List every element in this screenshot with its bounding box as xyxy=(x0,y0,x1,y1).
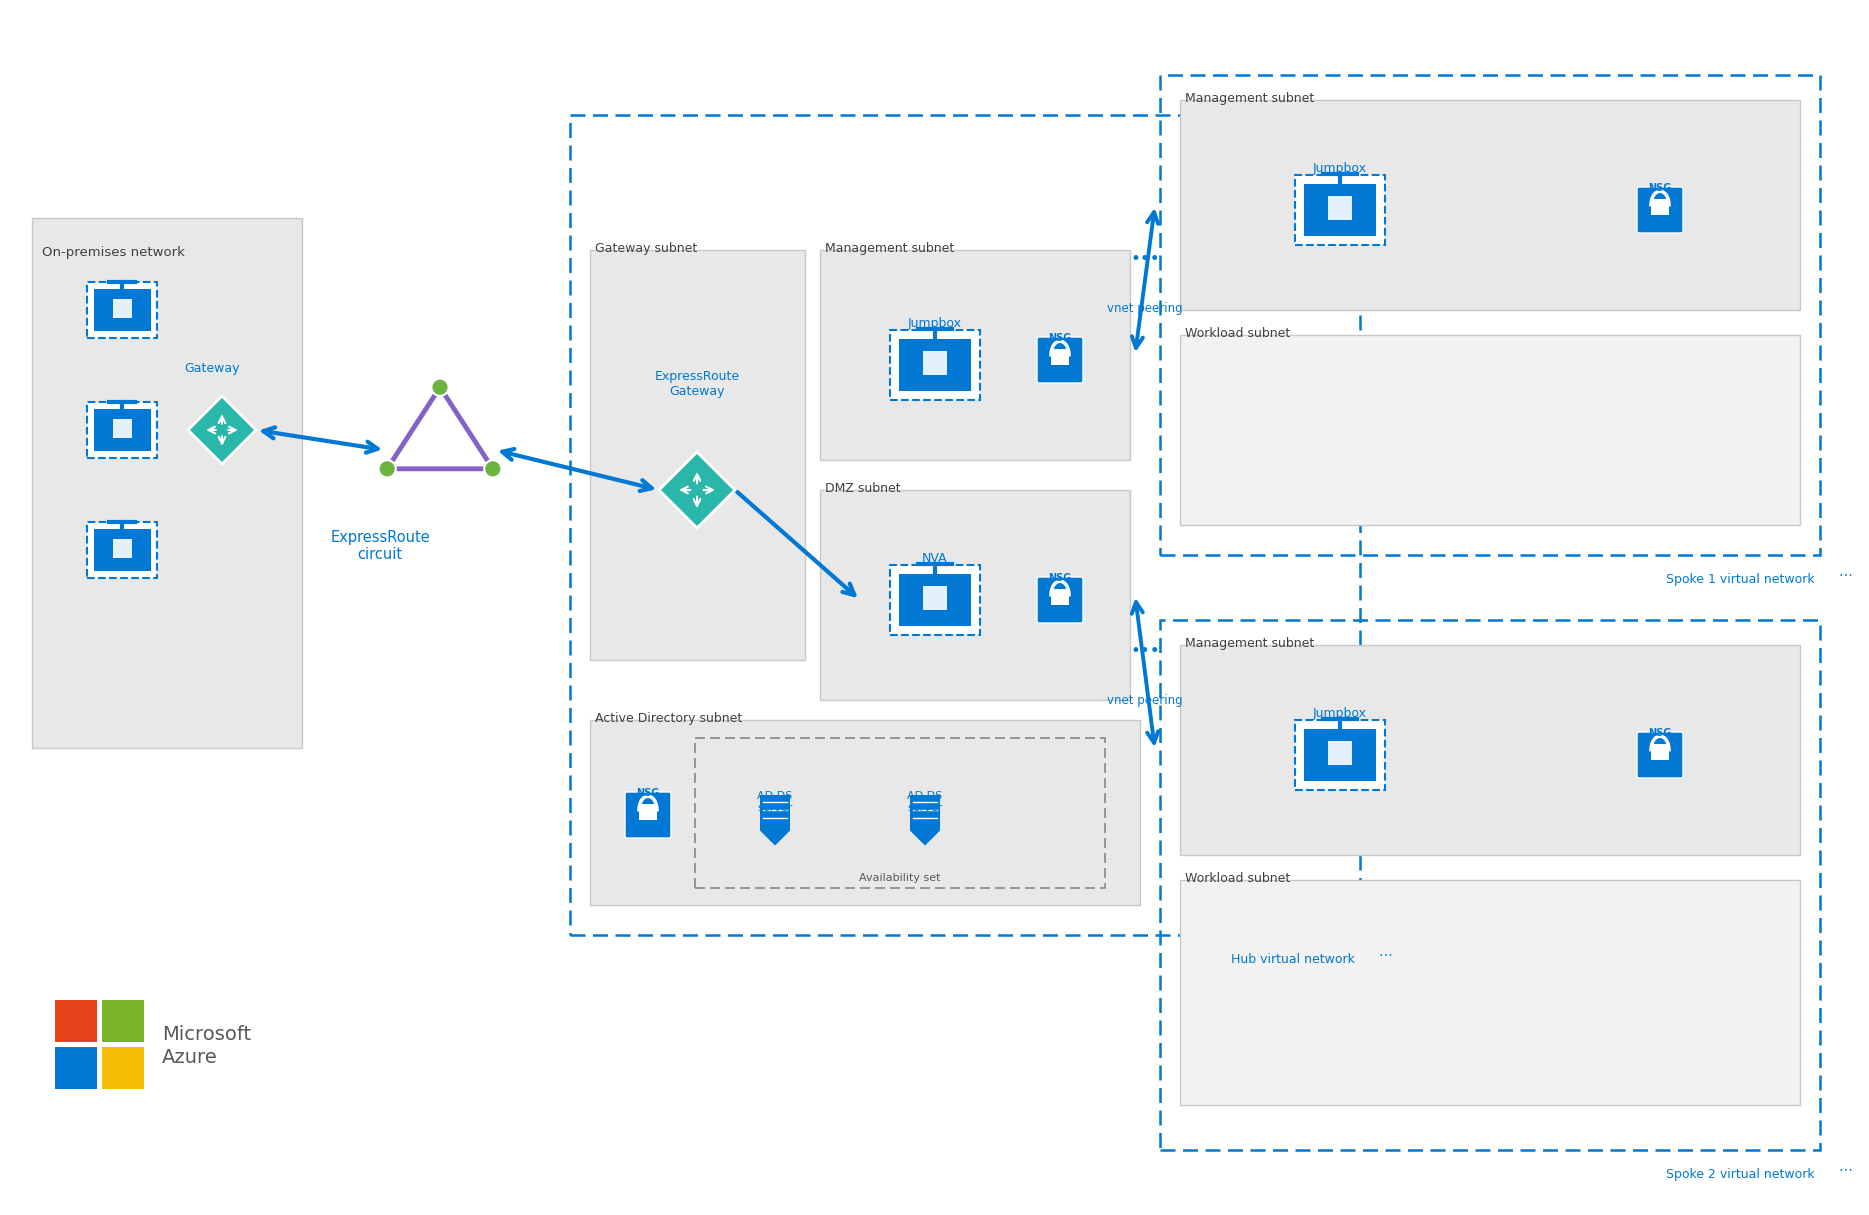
Bar xyxy=(86,402,157,458)
Text: •••: ••• xyxy=(1131,642,1161,660)
Text: Gateway: Gateway xyxy=(183,362,239,375)
FancyBboxPatch shape xyxy=(1037,337,1082,383)
Bar xyxy=(923,351,948,374)
Text: On-premises network: On-premises network xyxy=(41,245,185,259)
Text: NSG: NSG xyxy=(635,789,660,798)
Text: NSG: NSG xyxy=(1648,728,1671,738)
Text: Jumpbox: Jumpbox xyxy=(908,317,963,330)
Text: NSG: NSG xyxy=(1049,573,1071,583)
Text: Jumpbox: Jumpbox xyxy=(1314,707,1366,720)
Text: DMZ subnet: DMZ subnet xyxy=(824,482,901,495)
Bar xyxy=(1295,175,1385,245)
Bar xyxy=(103,1047,144,1089)
Bar xyxy=(86,522,157,578)
Bar xyxy=(112,299,131,317)
Text: Management subnet: Management subnet xyxy=(1185,92,1314,104)
Text: NSG: NSG xyxy=(1049,333,1071,343)
Bar xyxy=(1295,720,1385,790)
Bar xyxy=(923,586,948,610)
Bar xyxy=(1161,75,1820,555)
Circle shape xyxy=(379,460,396,477)
Bar xyxy=(32,217,303,748)
Polygon shape xyxy=(910,831,940,846)
Polygon shape xyxy=(189,396,256,464)
Bar xyxy=(899,573,972,627)
Bar xyxy=(1650,199,1669,215)
FancyBboxPatch shape xyxy=(1637,731,1682,778)
Bar xyxy=(890,565,979,635)
Bar xyxy=(1179,880,1800,1104)
Bar xyxy=(93,409,151,451)
Text: Workload subnet: Workload subnet xyxy=(1185,872,1290,885)
Bar xyxy=(1650,744,1669,761)
Text: Jumpbox: Jumpbox xyxy=(1314,162,1366,175)
Bar xyxy=(1329,196,1351,220)
Text: NSG: NSG xyxy=(1648,183,1671,193)
Text: Workload subnet: Workload subnet xyxy=(1185,327,1290,340)
Text: ⋯: ⋯ xyxy=(1837,1162,1852,1176)
Text: Hub virtual network: Hub virtual network xyxy=(1232,953,1355,966)
Bar xyxy=(820,490,1131,700)
Text: Gateway subnet: Gateway subnet xyxy=(594,242,697,255)
Text: ⋯: ⋯ xyxy=(1837,567,1852,581)
Bar xyxy=(103,1000,144,1042)
Bar xyxy=(93,529,151,571)
Text: Availability set: Availability set xyxy=(860,874,940,883)
Bar xyxy=(639,804,658,820)
Bar xyxy=(591,720,1140,905)
Text: ExpressRoute
Gateway: ExpressRoute Gateway xyxy=(654,371,740,399)
Bar xyxy=(1179,335,1800,525)
Bar xyxy=(695,738,1105,888)
Text: Spoke 1 virtual network: Spoke 1 virtual network xyxy=(1667,573,1815,586)
Bar xyxy=(1179,100,1800,310)
Text: Spoke 2 virtual network: Spoke 2 virtual network xyxy=(1667,1168,1815,1181)
Polygon shape xyxy=(761,831,791,846)
Text: Management subnet: Management subnet xyxy=(1185,637,1314,650)
FancyBboxPatch shape xyxy=(1037,577,1082,623)
Bar xyxy=(1305,729,1376,781)
Bar xyxy=(112,419,131,437)
Text: ⋯: ⋯ xyxy=(1377,946,1392,961)
FancyBboxPatch shape xyxy=(1637,187,1682,233)
Bar xyxy=(1329,741,1351,764)
Text: •••: ••• xyxy=(1131,250,1161,269)
Polygon shape xyxy=(660,452,735,529)
Bar xyxy=(761,795,791,831)
Text: Active Directory subnet: Active Directory subnet xyxy=(594,712,742,725)
Circle shape xyxy=(484,460,501,477)
Text: NVA: NVA xyxy=(921,552,948,565)
Text: vnet peering: vnet peering xyxy=(1106,694,1183,707)
Bar xyxy=(1050,349,1069,366)
Bar xyxy=(1161,620,1820,1151)
Bar xyxy=(1305,183,1376,237)
Bar xyxy=(1050,589,1069,605)
Text: AD DS
server: AD DS server xyxy=(906,791,942,813)
Text: AD DS
server: AD DS server xyxy=(757,791,792,813)
Text: Microsoft
Azure: Microsoft Azure xyxy=(163,1024,250,1067)
Circle shape xyxy=(432,379,449,396)
Text: Management subnet: Management subnet xyxy=(824,242,955,255)
Bar xyxy=(899,339,972,391)
Bar xyxy=(890,330,979,400)
FancyBboxPatch shape xyxy=(624,792,671,838)
Bar xyxy=(591,250,806,660)
Bar xyxy=(86,282,157,338)
Text: vnet peering: vnet peering xyxy=(1106,303,1183,315)
Bar xyxy=(54,1047,97,1089)
Bar xyxy=(1179,645,1800,855)
Bar xyxy=(910,795,940,831)
Bar xyxy=(93,289,151,330)
Text: ExpressRoute
circuit: ExpressRoute circuit xyxy=(331,530,430,563)
Bar xyxy=(112,538,131,558)
Bar xyxy=(570,115,1361,936)
Bar xyxy=(820,250,1131,460)
Bar xyxy=(54,1000,97,1042)
